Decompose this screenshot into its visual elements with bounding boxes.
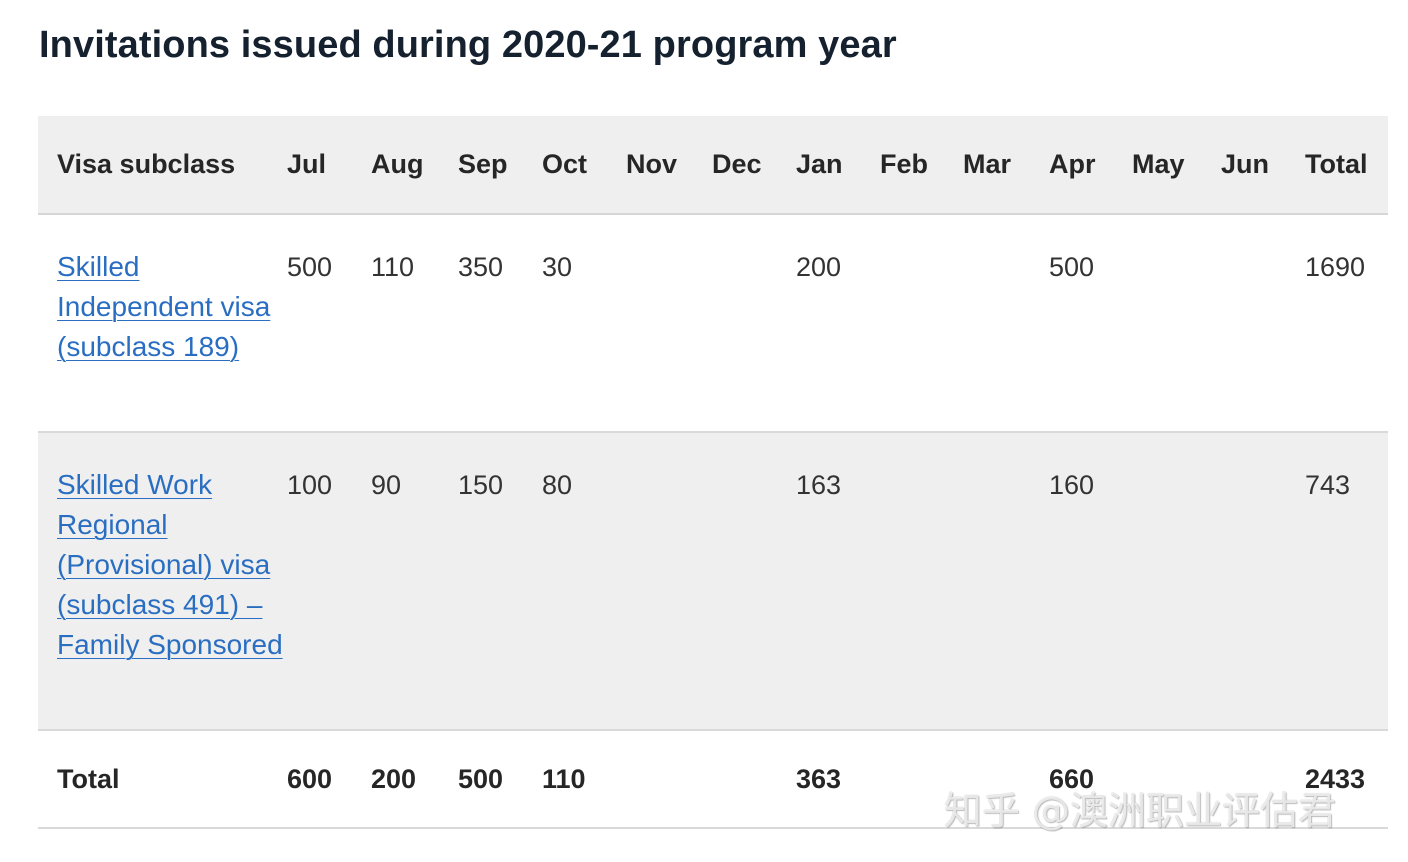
column-header-jan: Jan: [796, 149, 843, 179]
table-cell: 500: [1049, 252, 1095, 282]
visa-subclass-cell: Skilled Work Regional (Provisional) visa…: [38, 432, 287, 730]
table-row-subclass-189: Skilled Independent visa (subclass 189) …: [38, 214, 1388, 432]
total-label: Total: [57, 763, 120, 794]
column-header-oct: Oct: [542, 149, 588, 179]
table-cell: [1221, 214, 1305, 432]
column-header-apr: Apr: [1049, 149, 1096, 179]
total-cell: [712, 730, 796, 828]
table-cell: [712, 214, 796, 432]
total-cell: [880, 730, 963, 828]
column-header-feb: Feb: [880, 149, 929, 179]
total-cell: 600: [287, 763, 333, 794]
table-cell: [626, 432, 712, 730]
visa-link-subclass-189[interactable]: Skilled Independent visa (subclass 189): [57, 251, 271, 362]
table-row-subclass-491: Skilled Work Regional (Provisional) visa…: [38, 432, 1388, 730]
table-cell: [880, 214, 963, 432]
grand-total-cell: 2433: [1305, 763, 1366, 794]
visa-link-subclass-491[interactable]: Skilled Work Regional (Provisional) visa…: [57, 469, 283, 660]
table-cell: 30: [542, 252, 573, 282]
table-cell: 80: [542, 470, 573, 500]
table-cell: 500: [287, 252, 333, 282]
table-cell: [1221, 432, 1305, 730]
visa-subclass-cell: Skilled Independent visa (subclass 189): [38, 214, 287, 432]
table-cell: [963, 432, 1049, 730]
total-cell: 200: [371, 763, 417, 794]
total-cell: [626, 730, 712, 828]
invitations-table: Visa subclass Jul Aug Sep Oct Nov Dec Ja…: [38, 116, 1388, 829]
total-cell: 110: [542, 763, 586, 794]
table-cell: [880, 432, 963, 730]
column-header-jun: Jun: [1221, 149, 1270, 179]
column-header-visa-subclass: Visa subclass: [57, 149, 236, 179]
table-cell: [963, 214, 1049, 432]
column-header-mar: Mar: [963, 149, 1012, 179]
total-cell: 363: [796, 763, 842, 794]
total-cell: [1221, 730, 1305, 828]
total-cell: [963, 730, 1049, 828]
column-header-sep: Sep: [458, 149, 508, 179]
table-header-row: Visa subclass Jul Aug Sep Oct Nov Dec Ja…: [38, 116, 1388, 214]
column-header-aug: Aug: [371, 149, 424, 179]
total-cell: 660: [1049, 763, 1095, 794]
page-title: Invitations issued during 2020-21 progra…: [39, 24, 897, 66]
total-cell: 500: [458, 763, 504, 794]
table-cell: [626, 214, 712, 432]
column-header-may: May: [1132, 149, 1185, 179]
table-cell: 110: [371, 252, 415, 282]
table-cell: [712, 432, 796, 730]
column-header-total: Total: [1305, 149, 1368, 179]
table-cell: 90: [371, 470, 402, 500]
table-cell-total: 743: [1305, 470, 1351, 500]
table-cell: 163: [796, 470, 842, 500]
column-header-dec: Dec: [712, 149, 762, 179]
table-total-row: Total 600 200 500 110 363 660 2433: [38, 730, 1388, 828]
column-header-nov: Nov: [626, 149, 678, 179]
total-cell: [1132, 730, 1221, 828]
table-cell-total: 1690: [1305, 252, 1366, 282]
column-header-jul: Jul: [287, 149, 327, 179]
table-cell: 200: [796, 252, 842, 282]
table-cell: 160: [1049, 470, 1095, 500]
table-cell: 100: [287, 470, 333, 500]
table-cell: [1132, 432, 1221, 730]
table-cell: 350: [458, 252, 504, 282]
table-cell: [1132, 214, 1221, 432]
table-cell: 150: [458, 470, 504, 500]
